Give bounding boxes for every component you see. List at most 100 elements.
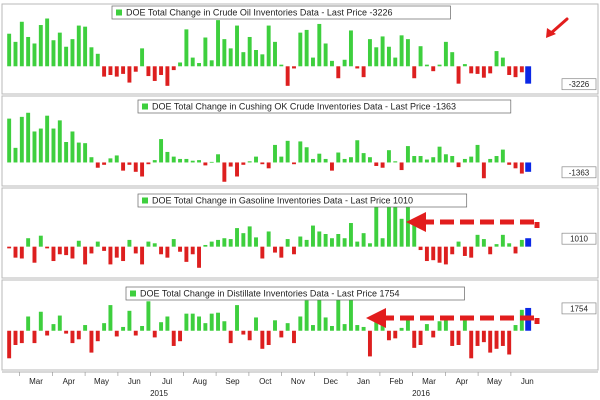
month-label: Feb xyxy=(389,377,403,386)
bar xyxy=(481,239,486,247)
bar xyxy=(13,246,18,258)
bar xyxy=(241,52,246,67)
bar xyxy=(355,66,360,69)
bar xyxy=(311,325,315,331)
bar xyxy=(399,35,404,67)
bar xyxy=(7,33,12,67)
bar xyxy=(298,236,303,247)
bar xyxy=(38,311,43,331)
bar xyxy=(108,158,113,163)
bar xyxy=(102,66,107,77)
month-label: Mar xyxy=(29,377,43,386)
panel-frame xyxy=(1,279,599,371)
bar xyxy=(450,246,455,255)
red-dashed-arrow xyxy=(406,212,540,232)
bar xyxy=(76,142,81,163)
bar xyxy=(330,238,334,247)
bar xyxy=(32,131,37,163)
bar xyxy=(102,323,107,331)
bar xyxy=(45,115,50,163)
bar xyxy=(171,156,176,163)
bar xyxy=(32,246,37,263)
bar xyxy=(222,321,227,331)
bar xyxy=(159,66,164,75)
bar xyxy=(190,57,195,67)
bar xyxy=(481,66,486,78)
bar xyxy=(469,156,474,163)
bar xyxy=(184,29,189,67)
bar xyxy=(45,246,50,249)
bar xyxy=(127,239,132,247)
bar xyxy=(361,66,366,78)
bar xyxy=(26,112,31,163)
bar xyxy=(197,63,201,67)
panel-2: -1363 DOE Total Change in Cushing OK Crud… xyxy=(1,95,599,187)
bar xyxy=(424,324,429,331)
bar xyxy=(513,162,518,169)
bar xyxy=(380,162,385,168)
bar xyxy=(95,53,100,67)
bar xyxy=(159,139,164,163)
bar xyxy=(393,161,398,163)
bar xyxy=(165,151,170,163)
bar xyxy=(222,162,227,182)
bar xyxy=(405,39,410,67)
bar xyxy=(355,241,360,247)
bar xyxy=(462,246,467,256)
last-price-value: 1754 xyxy=(570,304,588,313)
bar xyxy=(51,246,56,262)
bar xyxy=(235,25,239,67)
bar xyxy=(247,226,252,247)
bar xyxy=(342,238,347,247)
bar xyxy=(102,162,107,165)
bar xyxy=(292,246,296,255)
bar xyxy=(266,162,271,169)
bar xyxy=(76,330,81,340)
bar xyxy=(405,205,410,247)
bar xyxy=(317,153,322,163)
bar xyxy=(475,330,480,346)
bar xyxy=(437,64,442,67)
bar xyxy=(367,243,372,247)
bar xyxy=(304,29,309,67)
panel-4: 1754 DOE Total Change in Distillate Inven… xyxy=(1,279,599,371)
bar xyxy=(279,330,284,338)
bar xyxy=(26,316,31,331)
red-arrow xyxy=(546,17,569,38)
bar xyxy=(32,43,37,67)
bar xyxy=(304,300,309,331)
bar xyxy=(32,330,37,344)
bar xyxy=(437,246,442,263)
last-price-label: -1363 xyxy=(561,166,597,179)
latest-bar xyxy=(525,162,532,172)
last-price-value: -3226 xyxy=(569,80,590,89)
bar xyxy=(38,235,43,247)
bar xyxy=(424,246,429,262)
bar xyxy=(108,66,113,75)
bar xyxy=(184,246,189,262)
bar xyxy=(260,330,265,349)
bar xyxy=(367,39,372,67)
bar xyxy=(367,330,372,357)
bar xyxy=(469,246,474,258)
bar xyxy=(89,246,94,254)
bar xyxy=(171,66,176,71)
legend-box: DOE Total Change in Gasoline Inventories… xyxy=(137,193,468,208)
panel-frame xyxy=(1,95,599,187)
bar xyxy=(57,32,62,67)
bar xyxy=(140,48,145,67)
bar xyxy=(443,318,448,331)
bar xyxy=(393,57,398,67)
bar xyxy=(133,66,138,72)
bar xyxy=(273,320,277,331)
bar xyxy=(83,143,88,163)
bar xyxy=(450,52,455,67)
bar xyxy=(165,66,170,86)
bar xyxy=(380,36,385,67)
bar xyxy=(292,162,296,165)
bar xyxy=(481,162,486,179)
bar xyxy=(57,315,62,331)
bar xyxy=(235,228,239,247)
bar xyxy=(146,301,151,331)
bar xyxy=(431,157,436,163)
